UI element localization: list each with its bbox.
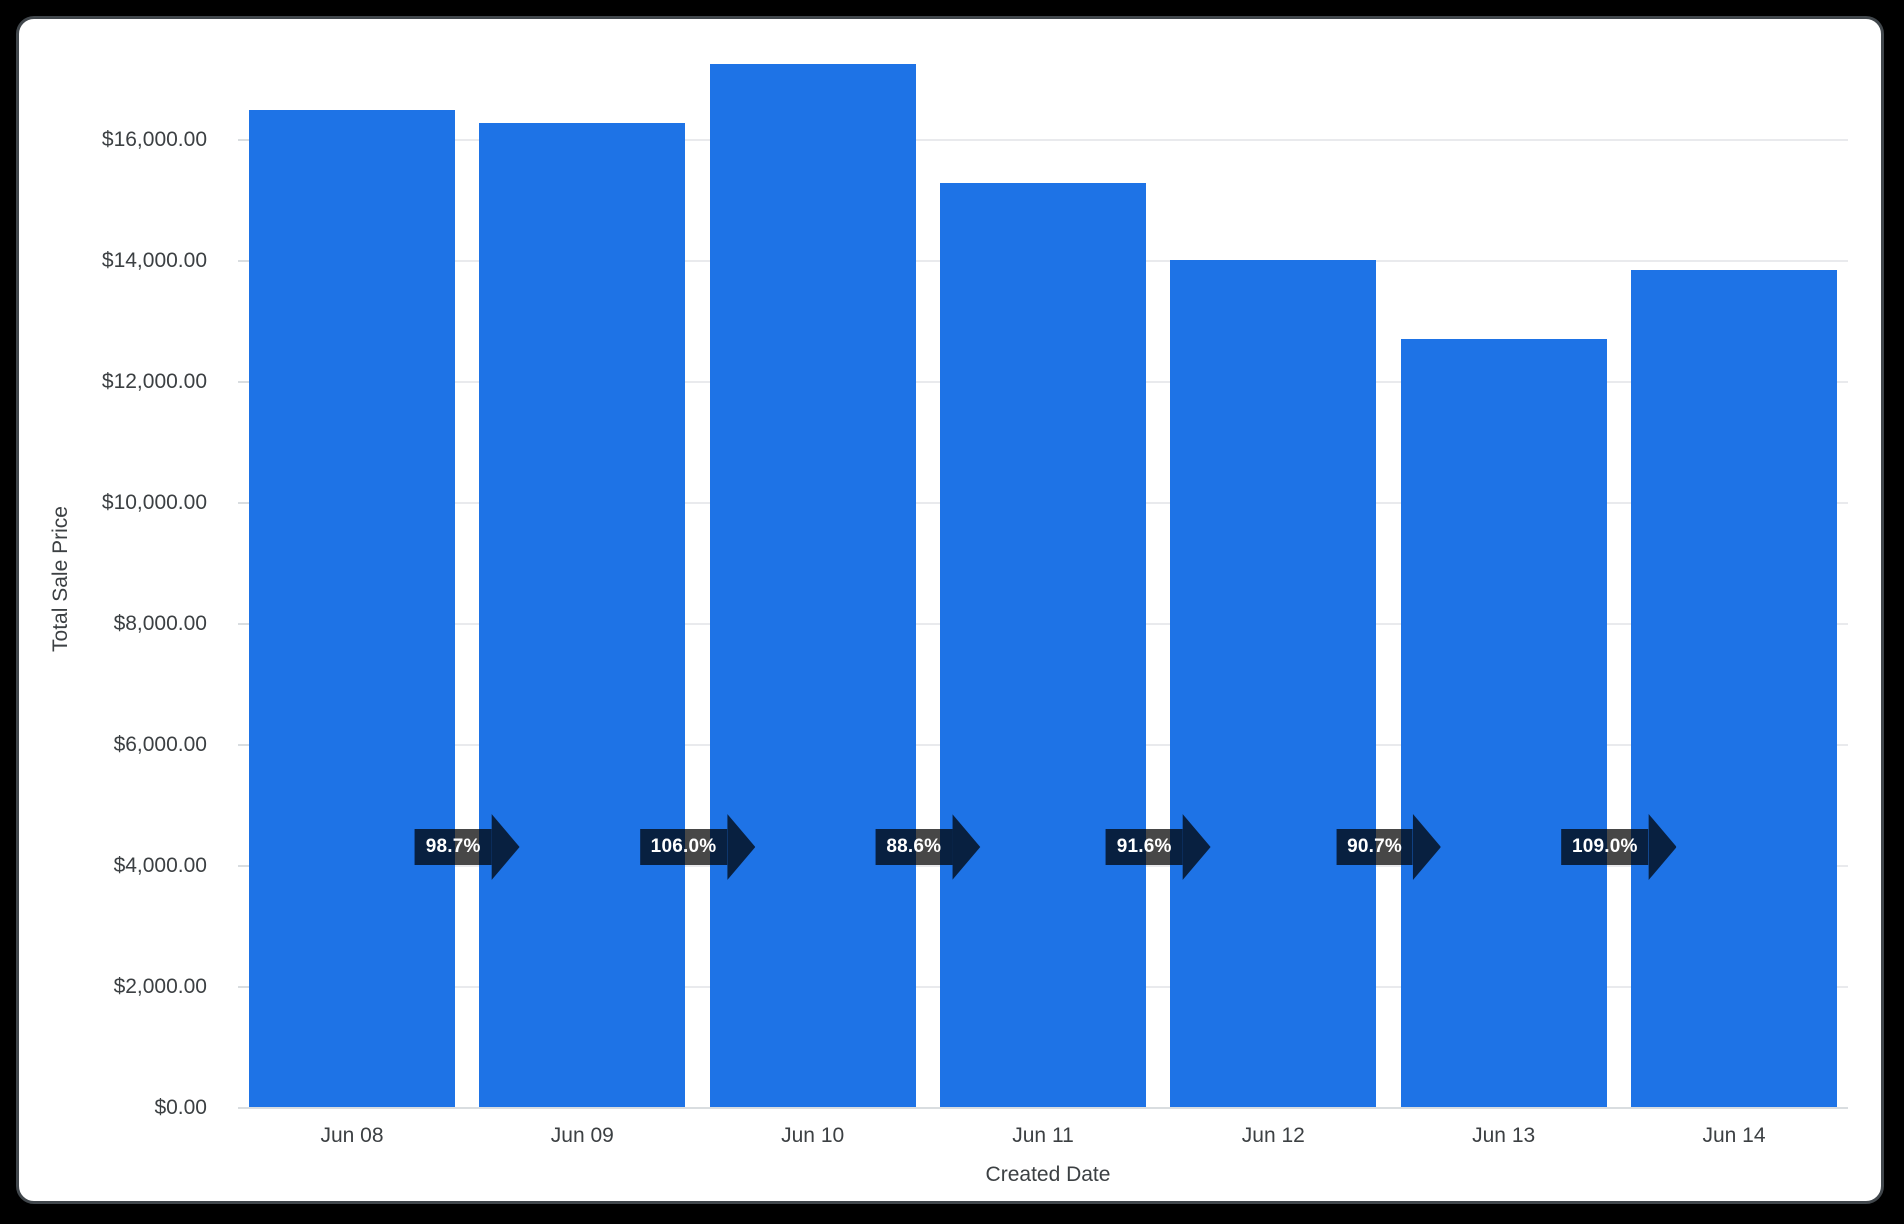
x-axis-title: Created Date bbox=[985, 1163, 1111, 1186]
arrow-right-icon bbox=[727, 814, 756, 880]
pct-change-arrow: 109.0% bbox=[1561, 814, 1677, 880]
pct-change-arrow: 91.6% bbox=[1105, 814, 1211, 880]
y-axis-labels: $0.00 $2,000.00 $4,000.00 $6,000.00 $8,000.0… bbox=[19, 59, 207, 1119]
arrow-right-icon bbox=[1412, 814, 1441, 880]
y-tick-mark bbox=[238, 744, 249, 746]
y-tick-mark bbox=[238, 986, 249, 988]
x-tick-label: Jun 11 bbox=[1012, 1124, 1074, 1147]
pct-change-label: 109.0% bbox=[1561, 829, 1649, 865]
bar-jun-08[interactable] bbox=[249, 109, 455, 1108]
y-tick-label: $10,000.00 bbox=[101, 491, 207, 514]
arrow-right-icon bbox=[1182, 814, 1211, 880]
bar-jun-11[interactable] bbox=[940, 182, 1146, 1108]
gridline bbox=[249, 139, 1848, 141]
bar-jun-14[interactable] bbox=[1631, 270, 1837, 1108]
bar-jun-09[interactable] bbox=[479, 122, 686, 1108]
pct-change-arrow: 98.7% bbox=[414, 814, 520, 880]
y-tick-label: $4,000.00 bbox=[113, 854, 207, 877]
x-tick-label: Jun 09 bbox=[550, 1124, 614, 1147]
pct-change-arrow: 90.7% bbox=[1336, 814, 1441, 880]
y-tick-mark bbox=[238, 865, 249, 867]
y-tick-mark bbox=[238, 260, 249, 262]
y-tick-mark bbox=[238, 1107, 249, 1109]
y-tick-mark bbox=[238, 623, 249, 625]
y-tick-mark bbox=[238, 139, 249, 141]
arrow-right-icon bbox=[1648, 814, 1677, 880]
chart-card: Total Sale Price $0.00 $2,000.00 $4,000.00… bbox=[16, 16, 1884, 1204]
y-tick-label: $12,000.00 bbox=[101, 370, 207, 393]
x-tick-label: Jun 10 bbox=[781, 1124, 845, 1147]
pct-change-label: 106.0% bbox=[639, 829, 728, 865]
pct-change-label: 88.6% bbox=[875, 829, 953, 865]
pct-change-label: 91.6% bbox=[1105, 829, 1183, 865]
arrow-right-icon bbox=[491, 814, 520, 880]
pct-change-label: 98.7% bbox=[414, 829, 492, 865]
x-axis-baseline bbox=[249, 1107, 1848, 1109]
y-tick-label: $6,000.00 bbox=[113, 733, 207, 756]
x-axis-labels: Jun 08 Jun 09 Jun 10 Jun 11 Jun 12 Jun 13 Jun … bbox=[249, 1124, 1848, 1154]
bar-jun-10[interactable] bbox=[709, 63, 916, 1108]
y-tick-mark bbox=[238, 381, 249, 383]
x-tick-label: Jun 14 bbox=[1702, 1124, 1766, 1147]
x-tick-label: Jun 12 bbox=[1241, 1124, 1305, 1147]
arrow-right-icon bbox=[952, 814, 981, 880]
y-tick-label: $0.00 bbox=[154, 1096, 207, 1119]
pct-change-arrow: 88.6% bbox=[875, 814, 981, 880]
plot-area: 98.7% 106.0% 88.6% 91.6% 90.7% 109.0% bbox=[238, 59, 1848, 1109]
bar-jun-12[interactable] bbox=[1170, 260, 1377, 1108]
y-tick-label: $8,000.00 bbox=[113, 612, 207, 635]
pct-change-label: 90.7% bbox=[1336, 829, 1413, 865]
x-tick-label: Jun 08 bbox=[320, 1124, 384, 1147]
y-tick-label: $2,000.00 bbox=[113, 975, 207, 998]
pct-change-arrow: 106.0% bbox=[639, 814, 756, 880]
x-tick-label: Jun 13 bbox=[1472, 1124, 1536, 1147]
y-tick-label: $14,000.00 bbox=[101, 249, 207, 272]
y-tick-mark bbox=[238, 502, 249, 504]
bar-jun-13[interactable] bbox=[1400, 339, 1607, 1108]
y-tick-label: $16,000.00 bbox=[101, 128, 207, 151]
